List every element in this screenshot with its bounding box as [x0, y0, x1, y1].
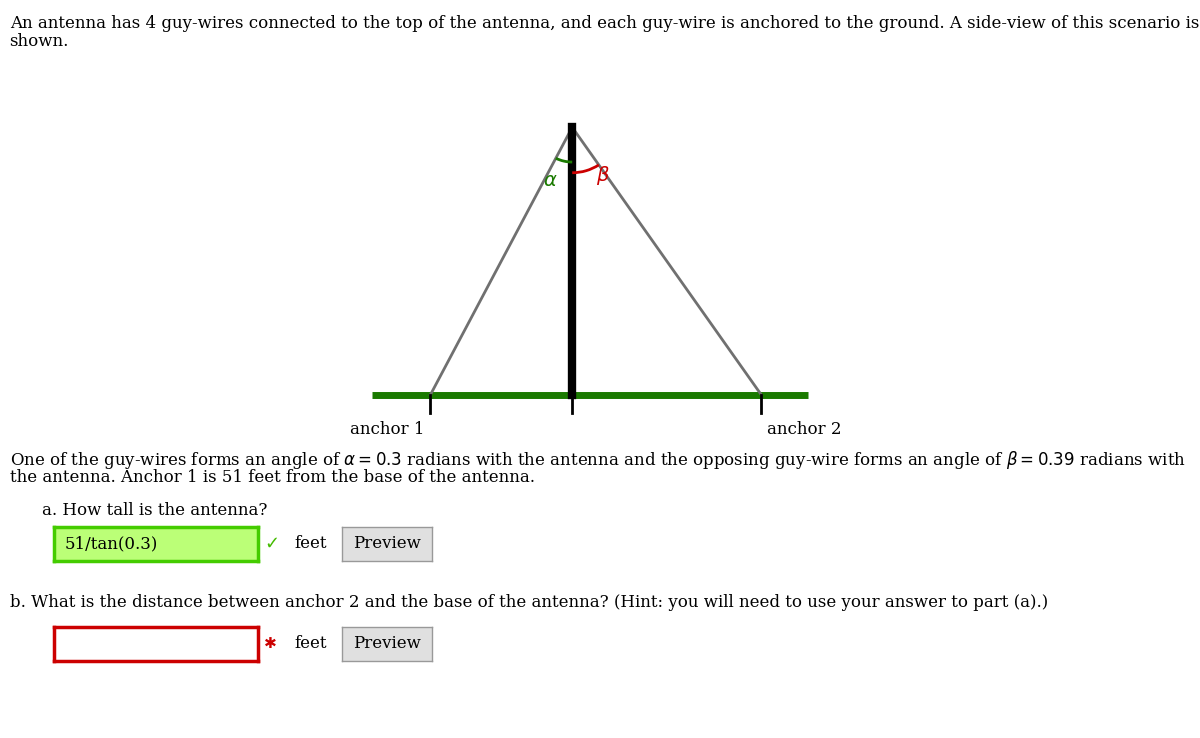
- Text: $\beta$: $\beta$: [596, 164, 610, 187]
- Text: One of the guy-wires forms an angle of $\alpha = 0.3$ radians with the antenna a: One of the guy-wires forms an angle of $…: [10, 449, 1186, 471]
- Text: anchor 2: anchor 2: [767, 421, 841, 438]
- Text: feet: feet: [294, 535, 326, 553]
- Text: the antenna. Anchor 1 is 51 feet from the base of the antenna.: the antenna. Anchor 1 is 51 feet from th…: [10, 469, 535, 486]
- Text: $\alpha$: $\alpha$: [542, 171, 557, 190]
- Text: shown.: shown.: [10, 33, 68, 50]
- Text: feet: feet: [294, 635, 326, 652]
- Text: ✓: ✓: [264, 535, 280, 553]
- Text: ✱: ✱: [264, 636, 277, 651]
- Text: b. What is the distance between anchor 2 and the base of the antenna? (Hint: you: b. What is the distance between anchor 2…: [10, 594, 1048, 611]
- Text: anchor 1: anchor 1: [350, 421, 425, 438]
- Text: An antenna has 4 guy-wires connected to the top of the antenna, and each guy-wir: An antenna has 4 guy-wires connected to …: [10, 15, 1199, 32]
- Text: Preview: Preview: [353, 535, 421, 553]
- Text: Preview: Preview: [353, 635, 421, 652]
- Text: 51/tan(0.3): 51/tan(0.3): [65, 535, 157, 553]
- Text: a. How tall is the antenna?: a. How tall is the antenna?: [42, 502, 268, 519]
